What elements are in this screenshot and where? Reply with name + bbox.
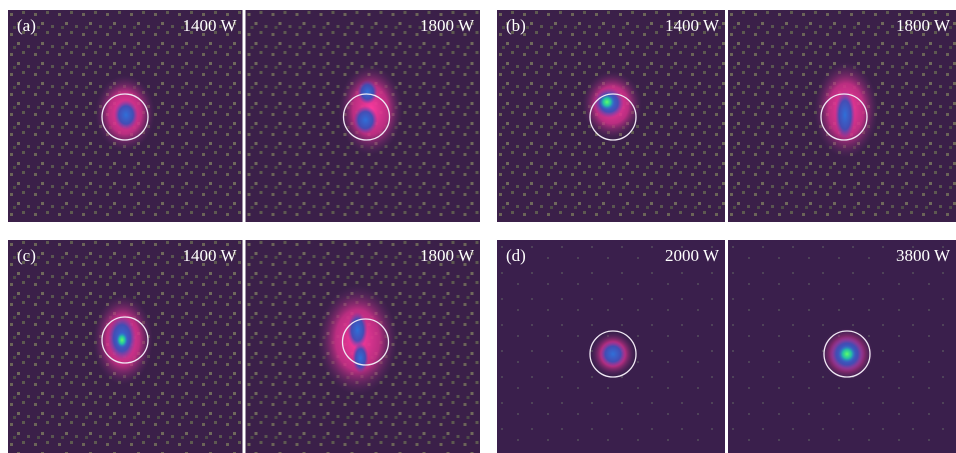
- beam-spot: [600, 341, 626, 367]
- panel: 2000 W 3800 W (d): [497, 240, 956, 453]
- power-label: 3800 W: [896, 246, 951, 265]
- panel-label: (a): [17, 16, 36, 35]
- panel: 1400 W 1800 W (a): [8, 10, 480, 222]
- beam-spot: [354, 106, 378, 134]
- panel-label: (d): [506, 246, 526, 265]
- power-label: 2000 W: [665, 246, 720, 265]
- power-label: 1400 W: [183, 16, 238, 35]
- panel: 1400 W 1800 W (c): [8, 240, 480, 453]
- beam-image: 3800 W: [728, 240, 956, 453]
- beam-image: 1800 W: [246, 10, 481, 222]
- power-label: 1400 W: [183, 246, 238, 265]
- beam-spot: [838, 345, 856, 363]
- panel-label: (c): [17, 246, 36, 265]
- beam-image: 1800 W: [246, 240, 481, 453]
- panel: 1400 W 1800 W (b): [497, 10, 956, 222]
- beam-spot: [348, 312, 368, 348]
- power-label: 1800 W: [420, 246, 475, 265]
- power-label: 1800 W: [896, 16, 951, 35]
- beam-image: 1400 W: [8, 240, 243, 453]
- beam-image: 2000 W: [497, 240, 725, 453]
- beam-spot: [353, 343, 369, 373]
- beam-image: 1400 W: [497, 10, 725, 222]
- beam-spot: [358, 80, 378, 104]
- beam-spot: [114, 100, 138, 130]
- power-label: 1400 W: [665, 16, 720, 35]
- power-label: 1800 W: [420, 16, 475, 35]
- figure: 1400 W 1800 W (a) 1400 W 1800 W (b) 1400 W 1800…: [0, 0, 956, 453]
- panel-label: (b): [506, 16, 526, 35]
- beam-spot: [116, 332, 128, 348]
- beam-image: 1800 W: [728, 10, 956, 222]
- beam-spot: [835, 91, 855, 139]
- beam-image: 1400 W: [8, 10, 243, 222]
